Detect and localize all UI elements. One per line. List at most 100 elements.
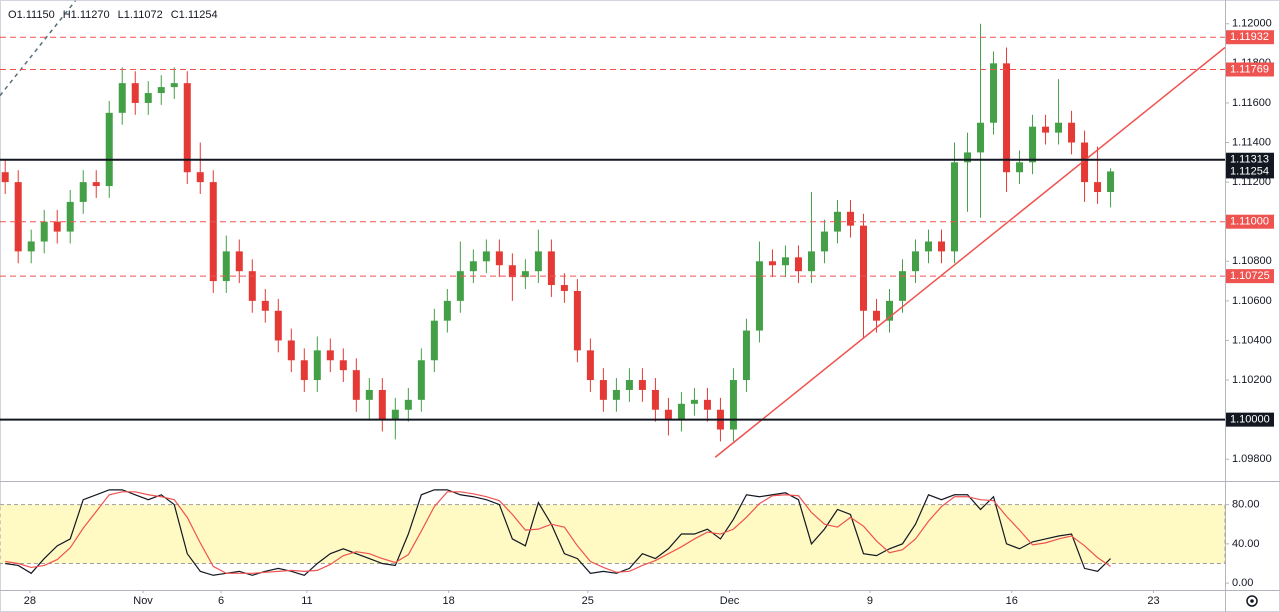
candle-body <box>911 251 919 272</box>
candle-body <box>482 251 490 262</box>
trend-line <box>714 46 1226 458</box>
candle-body <box>638 380 646 390</box>
candle-body <box>235 251 243 272</box>
price-label: 1.10000 <box>1230 414 1270 426</box>
candle-body <box>66 201 74 232</box>
price-label-box <box>1226 152 1274 167</box>
x-tick-label: 6 <box>218 595 224 607</box>
settings-icon[interactable] <box>1246 595 1258 607</box>
candle-body <box>313 350 321 381</box>
candle-body <box>951 162 959 252</box>
candle-body <box>456 271 464 301</box>
candle-body <box>443 300 451 321</box>
candle-body <box>990 63 998 123</box>
candle-body <box>938 241 946 252</box>
y-tick-label: 0.00 <box>1232 577 1253 589</box>
candle-body <box>872 310 880 321</box>
candle-body <box>469 261 477 272</box>
candle-body <box>925 241 933 252</box>
candle-body <box>521 271 529 278</box>
candle-body <box>1016 162 1024 173</box>
candle-body <box>170 83 178 88</box>
candle-body <box>534 251 542 272</box>
x-tick-label: 28 <box>24 595 36 607</box>
candle-body <box>964 152 972 163</box>
candle-body <box>118 83 126 113</box>
y-tick-label: 80.00 <box>1232 498 1260 510</box>
x-tick-label: 18 <box>443 595 455 607</box>
legend-value: 1.11150 <box>17 9 55 21</box>
x-tick-label: 11 <box>301 595 312 607</box>
candle-body <box>1029 126 1037 163</box>
candle-body <box>300 360 308 381</box>
candle-body <box>378 389 386 420</box>
candle-body <box>1055 122 1063 133</box>
legend-key: L <box>118 9 124 21</box>
candle-body <box>196 172 204 183</box>
candle-body <box>1068 122 1076 143</box>
candle-body <box>352 370 360 400</box>
price-label: 1.11000 <box>1230 216 1269 228</box>
ohlc-legend: O1.11150 H1.11270 L1.11072 C1.11254 <box>8 9 218 21</box>
candle-body <box>430 320 438 361</box>
candle-body <box>391 409 399 420</box>
y-tick-label: 1.10600 <box>1232 295 1272 307</box>
oscillator-line <box>5 489 1111 576</box>
legend-key: C <box>171 9 179 21</box>
x-tick-label: 23 <box>1147 595 1159 607</box>
candle-body <box>1 172 9 183</box>
candle-body <box>1107 171 1115 193</box>
candle-body <box>977 122 985 153</box>
candle-body <box>560 285 568 291</box>
y-tick-label: 1.11400 <box>1232 136 1271 148</box>
candle-body <box>287 340 295 361</box>
candle-body <box>586 350 594 381</box>
candle-body <box>885 300 893 321</box>
y-tick-label: 1.10400 <box>1232 334 1272 346</box>
legend-value: 1.11072 <box>124 9 163 21</box>
x-tick-label: 25 <box>582 595 594 607</box>
candle-body <box>573 290 581 351</box>
candle-body <box>131 83 139 103</box>
candle-body <box>365 389 373 400</box>
price-label-box <box>1226 30 1274 45</box>
legend-value: 1.11270 <box>71 9 110 21</box>
candle-body <box>755 261 763 331</box>
y-tick-label: 1.10800 <box>1232 255 1272 267</box>
legend-key: O <box>8 9 17 21</box>
y-tick-label: 1.10200 <box>1232 374 1272 386</box>
price-label-box <box>1226 412 1274 427</box>
candle-body <box>495 251 503 266</box>
candle-body <box>248 271 256 301</box>
candle-body <box>222 251 230 282</box>
candle-body <box>105 112 113 187</box>
price-label-box <box>1226 269 1274 284</box>
price-label-box <box>1226 214 1274 229</box>
candle-body <box>339 360 347 371</box>
x-tick-label: Nov <box>133 595 153 607</box>
candle-body <box>768 261 776 266</box>
candle-body <box>625 380 633 390</box>
price-label: 1.11769 <box>1230 63 1269 75</box>
candle-body <box>833 211 841 232</box>
candle-body <box>677 403 685 420</box>
y-tick-label: 40.00 <box>1232 538 1260 550</box>
y-tick-label: 1.11600 <box>1232 97 1271 109</box>
candle-body <box>53 221 61 232</box>
candle-body <box>1081 142 1089 183</box>
candle-body <box>209 182 217 282</box>
candle-body <box>157 87 165 94</box>
candle-body <box>703 399 711 410</box>
candle-body <box>781 257 789 266</box>
legend-key: H <box>63 9 71 21</box>
price-label: 1.11932 <box>1230 31 1269 43</box>
price-label: 1.11254 <box>1230 165 1269 177</box>
y-tick-label: 1.12000 <box>1232 18 1272 30</box>
candle-body <box>807 251 815 272</box>
candle-body <box>27 241 35 252</box>
candle-body <box>690 399 698 404</box>
candle-body <box>1003 63 1011 173</box>
x-tick-label: Dec <box>720 595 740 607</box>
candle-body <box>547 251 555 286</box>
